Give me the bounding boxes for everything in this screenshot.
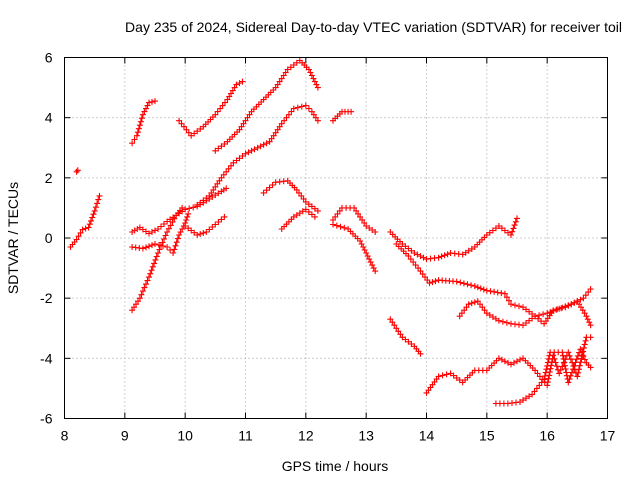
data-mark — [176, 78, 246, 139]
data-mark — [129, 210, 192, 256]
x-tick-label: 16 — [539, 428, 555, 444]
chart-title: Day 235 of 2024, Sidereal Day-to-day VTE… — [125, 19, 622, 35]
x-tick-label: 17 — [600, 428, 616, 444]
series-arc-02 — [73, 167, 81, 175]
series-arc-13 — [330, 108, 355, 124]
data-mark — [73, 167, 81, 175]
y-tick-label: 6 — [45, 50, 53, 66]
data-mark — [492, 346, 594, 407]
series-arc-08 — [182, 213, 228, 238]
series-arc-20 — [456, 298, 594, 329]
series-arc-09 — [212, 57, 321, 154]
series-arc-05 — [129, 204, 186, 314]
y-tick-labels: -6 -4 -2 0 2 4 6 — [40, 50, 53, 427]
data-mark — [423, 334, 594, 396]
series-arc-03 — [129, 98, 158, 147]
x-tick-label: 13 — [358, 428, 374, 444]
series-arc-12 — [278, 206, 318, 232]
y-tick-label: -4 — [40, 350, 53, 366]
data-mark — [456, 298, 594, 329]
data-mark — [387, 316, 424, 357]
series-arc-01 — [67, 192, 103, 250]
series-arc-16 — [387, 316, 424, 357]
y-axis-label: SDTVAR / TECUs — [5, 182, 21, 294]
data-mark — [330, 204, 379, 235]
x-tick-label: 9 — [121, 428, 129, 444]
data-mark — [212, 57, 321, 154]
data-mark — [278, 206, 318, 232]
data-mark — [67, 192, 103, 250]
series-arc-19 — [423, 334, 594, 396]
series-arc-17 — [387, 215, 520, 263]
data-mark — [387, 215, 520, 263]
series-arc-06 — [129, 210, 192, 256]
x-tick-label: 10 — [177, 428, 193, 444]
data-mark — [194, 102, 321, 208]
series-arc-10 — [194, 102, 321, 208]
x-tick-labels: 8 9 10 11 12 13 14 15 16 17 — [61, 428, 616, 444]
data-mark — [182, 213, 228, 238]
series-arc-15 — [330, 221, 379, 275]
x-axis-label: GPS time / hours — [282, 458, 389, 474]
y-tick-label: 4 — [45, 110, 53, 126]
data-mark — [330, 221, 379, 275]
y-tick-label: 2 — [45, 170, 53, 186]
x-tick-label: 11 — [238, 428, 253, 444]
x-tick-label: 14 — [419, 428, 435, 444]
data-mark — [129, 98, 158, 147]
y-tick-label: -2 — [40, 290, 53, 306]
data-mark — [129, 204, 186, 314]
y-tick-label: -6 — [40, 411, 53, 427]
data-series — [67, 57, 594, 407]
series-arc-11 — [260, 177, 321, 214]
axis-ticks — [64, 57, 608, 419]
x-tick-label: 15 — [479, 428, 495, 444]
series-arc-07 — [176, 78, 246, 139]
data-mark — [260, 177, 321, 214]
data-mark — [330, 108, 355, 124]
x-tick-label: 8 — [61, 428, 69, 444]
x-tick-label: 12 — [298, 428, 314, 444]
series-arc-21 — [492, 346, 594, 407]
series-arc-14 — [330, 204, 379, 235]
y-tick-label: 0 — [45, 230, 53, 246]
